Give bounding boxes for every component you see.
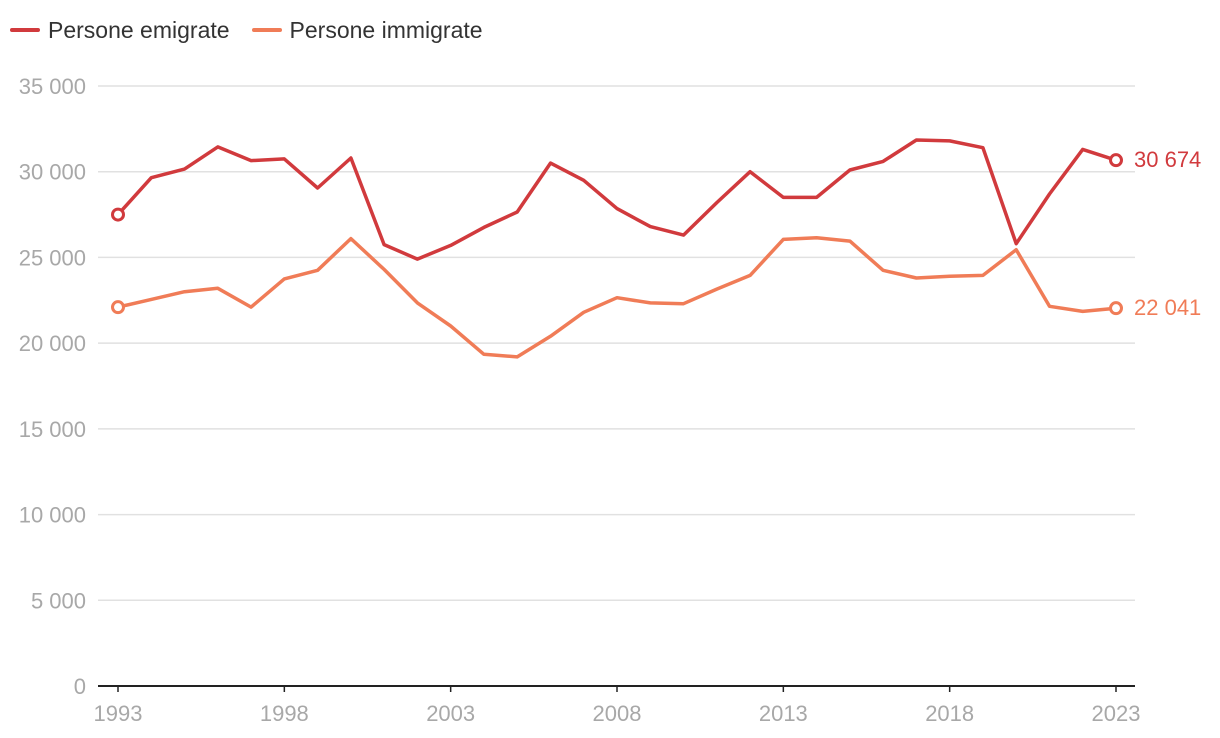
data-point-marker[interactable] <box>111 300 125 315</box>
legend-label-emigrate: Persone emigrate <box>48 16 230 43</box>
x-tick-label: 2013 <box>759 701 808 726</box>
x-tick-label: 2003 <box>426 701 475 726</box>
y-tick-label: 5 000 <box>31 588 86 613</box>
end-value-label: 22 041 <box>1134 295 1201 320</box>
legend-item-emigrate[interactable]: Persone emigrate <box>10 17 230 44</box>
y-tick-label: 0 <box>74 674 86 699</box>
end-value-label: 30 674 <box>1134 147 1201 172</box>
x-tick-label: 2023 <box>1092 701 1141 726</box>
y-tick-label: 25 000 <box>19 245 86 270</box>
legend: Persone emigrate Persone immigrate <box>10 14 483 46</box>
data-point-marker[interactable] <box>1109 301 1123 316</box>
y-tick-label: 10 000 <box>19 503 86 528</box>
series-line-emigrate <box>116 138 1118 261</box>
x-tick-label: 1998 <box>260 701 309 726</box>
x-tick-label: 2018 <box>925 701 974 726</box>
y-tick-label: 15 000 <box>19 417 86 442</box>
series-line-immigrate <box>116 235 1118 359</box>
y-tick-label: 35 000 <box>19 74 86 99</box>
legend-swatch-emigrate <box>10 28 40 32</box>
data-point-marker[interactable] <box>111 207 125 222</box>
x-tick-label: 2008 <box>593 701 642 726</box>
series-lines <box>111 138 1123 359</box>
gridlines <box>98 85 1135 602</box>
y-tick-label: 30 000 <box>19 160 86 185</box>
x-tick-label: 1993 <box>94 701 143 726</box>
data-point-marker[interactable] <box>1109 153 1123 168</box>
legend-item-immigrate[interactable]: Persone immigrate <box>251 16 483 44</box>
legend-label-immigrate: Persone immigrate <box>289 16 483 43</box>
legend-swatch-immigrate <box>251 28 282 32</box>
x-axis <box>98 685 1135 692</box>
tick-labels: 0 5 000 10 000 15 000 20 000 25 000 30 000 35 0… <box>19 74 1202 726</box>
y-tick-label: 20 000 <box>19 331 86 356</box>
